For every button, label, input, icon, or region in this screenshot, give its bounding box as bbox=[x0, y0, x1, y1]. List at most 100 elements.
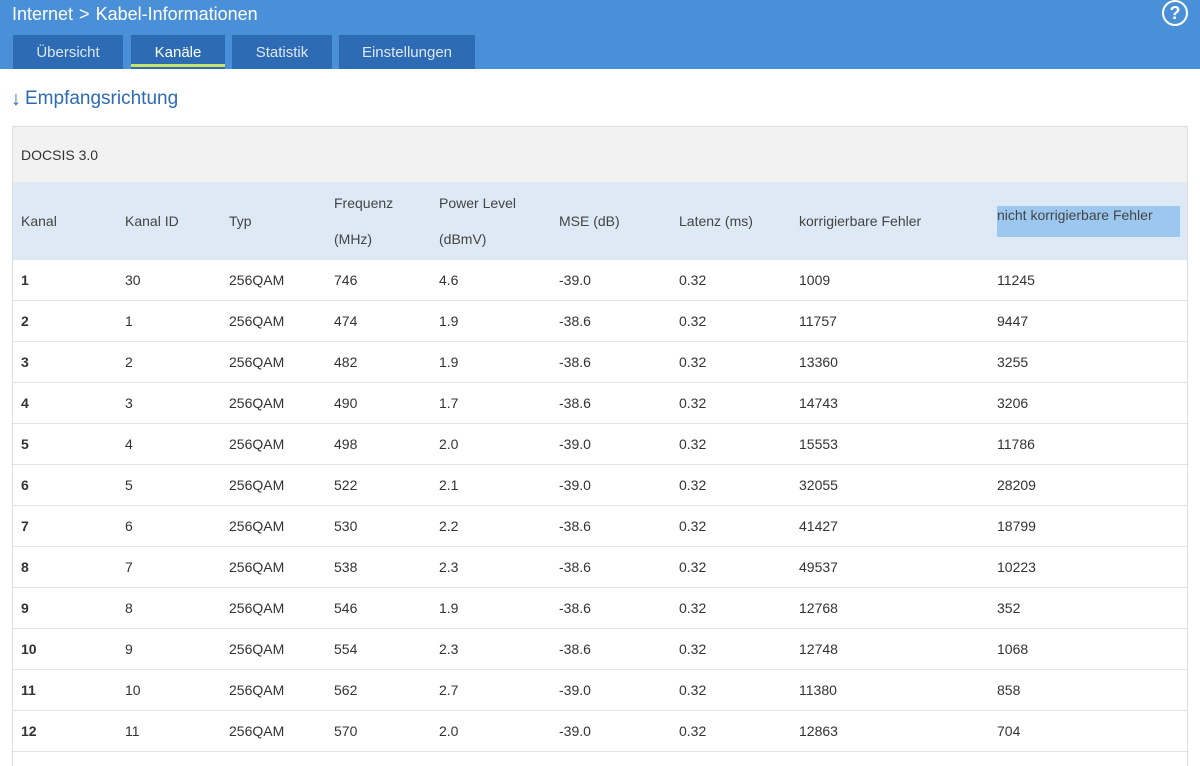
cell-typ: 256QAM bbox=[229, 723, 285, 739]
cell-power-level: 2.0 bbox=[439, 436, 459, 452]
cell-korrigierbare-fehler: 41427 bbox=[799, 518, 838, 534]
col-nicht-korrigierbare-fehler: nicht korrigierbare Fehler bbox=[997, 182, 1180, 260]
table-header: Kanal Kanal ID Typ Frequenz (MHz) Power … bbox=[13, 182, 1187, 260]
table-row: 7 6 256QAM 530 2.2 -38.6 0.32 41427 18799 bbox=[13, 506, 1187, 547]
cell-typ: 256QAM bbox=[229, 559, 285, 575]
cell-power-level: 2.0 bbox=[439, 723, 459, 739]
cell-kanal-id: 5 bbox=[125, 477, 133, 493]
cell-frequenz: 562 bbox=[334, 682, 358, 698]
cell-typ: 256QAM bbox=[229, 641, 285, 657]
cell-korrigierbare-fehler: 13360 bbox=[799, 354, 838, 370]
cell-frequenz: 546 bbox=[334, 600, 358, 616]
section-title: Empfangsrichtung bbox=[25, 88, 179, 109]
cell-frequenz: 498 bbox=[334, 436, 358, 452]
cell-mse: -38.6 bbox=[559, 559, 591, 575]
cell-power-level: 1.9 bbox=[439, 313, 459, 329]
cell-nicht-korrigierbare-fehler: 11245 bbox=[997, 272, 1035, 288]
cell-typ: 256QAM bbox=[229, 477, 285, 493]
cell-nicht-korrigierbare-fehler: 352 bbox=[997, 600, 1021, 616]
cell-nicht-korrigierbare-fehler: 704 bbox=[997, 723, 1021, 739]
cell-nicht-korrigierbare-fehler: 11786 bbox=[997, 436, 1035, 452]
cell-kanal: 11 bbox=[21, 682, 36, 698]
cell-power-level: 2.3 bbox=[439, 559, 459, 575]
table-body: 1 30 256QAM 746 4.6 -39.0 0.32 1009 11245 2 1 256QA… bbox=[13, 260, 1187, 752]
cell-mse: -38.6 bbox=[559, 600, 591, 616]
cell-power-level: 1.9 bbox=[439, 600, 459, 616]
cell-kanal-id: 1 bbox=[125, 313, 133, 329]
table-row: 1 30 256QAM 746 4.6 -39.0 0.32 1009 11245 bbox=[13, 260, 1187, 301]
cell-kanal: 6 bbox=[21, 477, 29, 493]
table-row: 9 8 256QAM 546 1.9 -38.6 0.32 12768 352 bbox=[13, 588, 1187, 629]
cell-kanal-id: 8 bbox=[125, 600, 133, 616]
table-row: 8 7 256QAM 538 2.3 -38.6 0.32 49537 10223 bbox=[13, 547, 1187, 588]
cell-power-level: 2.7 bbox=[439, 682, 459, 698]
cell-korrigierbare-fehler: 14743 bbox=[799, 395, 838, 411]
cell-latenz: 0.32 bbox=[679, 313, 707, 329]
cell-nicht-korrigierbare-fehler: 1068 bbox=[997, 641, 1029, 657]
cell-kanal: 5 bbox=[21, 436, 29, 452]
cell-latenz: 0.32 bbox=[679, 559, 707, 575]
section-empfangsrichtung[interactable]: ↓ Empfangsrichtung bbox=[11, 86, 178, 112]
cell-kanal-id: 6 bbox=[125, 518, 133, 534]
cell-latenz: 0.32 bbox=[679, 272, 707, 288]
cell-kanal: 4 bbox=[21, 395, 29, 411]
cell-power-level: 1.9 bbox=[439, 354, 459, 370]
cell-mse: -39.0 bbox=[559, 682, 591, 698]
cell-kanal: 7 bbox=[21, 518, 29, 534]
cell-nicht-korrigierbare-fehler: 858 bbox=[997, 682, 1021, 698]
col-kanal: Kanal bbox=[21, 213, 57, 229]
table-row: 2 1 256QAM 474 1.9 -38.6 0.32 11757 9447 bbox=[13, 301, 1187, 342]
cell-kanal-id: 11 bbox=[125, 723, 140, 739]
cell-power-level: 1.7 bbox=[439, 395, 459, 411]
table-row: 11 10 256QAM 562 2.7 -39.0 0.32 11380 858 bbox=[13, 670, 1187, 711]
help-icon[interactable]: ? bbox=[1162, 0, 1188, 26]
cell-kanal: 10 bbox=[21, 641, 37, 657]
cell-korrigierbare-fehler: 11757 bbox=[799, 313, 837, 329]
col-latenz: Latenz (ms) bbox=[679, 213, 753, 229]
cell-korrigierbare-fehler: 12863 bbox=[799, 723, 838, 739]
tab-kanaele[interactable]: Kanäle bbox=[131, 35, 225, 69]
cell-latenz: 0.32 bbox=[679, 395, 707, 411]
cell-korrigierbare-fehler: 49537 bbox=[799, 559, 838, 575]
cell-typ: 256QAM bbox=[229, 600, 285, 616]
cell-kanal-id: 2 bbox=[125, 354, 133, 370]
cell-mse: -38.6 bbox=[559, 518, 591, 534]
col-typ: Typ bbox=[229, 213, 252, 229]
cell-latenz: 0.32 bbox=[679, 518, 707, 534]
header-bar: Internet > Kabel-Informationen ? Übersic… bbox=[0, 0, 1200, 69]
selected-header-text: nicht korrigierbare Fehler bbox=[997, 205, 1180, 237]
col-power-level: Power Level (dBmV) bbox=[439, 195, 517, 247]
table-row: 5 4 256QAM 498 2.0 -39.0 0.32 15553 11786 bbox=[13, 424, 1187, 465]
cell-mse: -39.0 bbox=[559, 272, 591, 288]
cell-power-level: 2.2 bbox=[439, 518, 459, 534]
breadcrumb-internet[interactable]: Internet bbox=[12, 3, 74, 24]
cell-typ: 256QAM bbox=[229, 313, 285, 329]
cell-nicht-korrigierbare-fehler: 10223 bbox=[997, 559, 1036, 575]
col-kanal-id: Kanal ID bbox=[125, 213, 179, 229]
cell-mse: -39.0 bbox=[559, 477, 591, 493]
cell-frequenz: 522 bbox=[334, 477, 358, 493]
table-row: 12 11 256QAM 570 2.0 -39.0 0.32 12863 704 bbox=[13, 711, 1187, 752]
arrow-down-icon: ↓ bbox=[11, 87, 21, 110]
breadcrumb-current: Kabel-Informationen bbox=[95, 3, 258, 24]
cell-korrigierbare-fehler: 32055 bbox=[799, 477, 838, 493]
tab-statistik[interactable]: Statistik bbox=[232, 35, 332, 69]
cell-frequenz: 570 bbox=[334, 723, 358, 739]
tab-einstellungen[interactable]: Einstellungen bbox=[339, 35, 475, 69]
cell-kanal: 3 bbox=[21, 354, 29, 370]
cell-typ: 256QAM bbox=[229, 354, 285, 370]
tab-uebersicht[interactable]: Übersicht bbox=[13, 35, 123, 69]
cell-frequenz: 746 bbox=[334, 272, 358, 288]
col-frequenz: Frequenz (MHz) bbox=[334, 195, 394, 247]
chevron-right-icon: > bbox=[79, 3, 90, 24]
table-row: 3 2 256QAM 482 1.9 -38.6 0.32 13360 3255 bbox=[13, 342, 1187, 383]
cell-korrigierbare-fehler: 12768 bbox=[799, 600, 838, 616]
cell-frequenz: 530 bbox=[334, 518, 358, 534]
cell-korrigierbare-fehler: 11380 bbox=[799, 682, 837, 698]
cell-latenz: 0.32 bbox=[679, 477, 707, 493]
cell-power-level: 2.3 bbox=[439, 641, 459, 657]
cell-power-level: 2.1 bbox=[439, 477, 459, 493]
cell-latenz: 0.32 bbox=[679, 682, 707, 698]
cell-kanal: 9 bbox=[21, 600, 29, 616]
cell-mse: -39.0 bbox=[559, 723, 591, 739]
